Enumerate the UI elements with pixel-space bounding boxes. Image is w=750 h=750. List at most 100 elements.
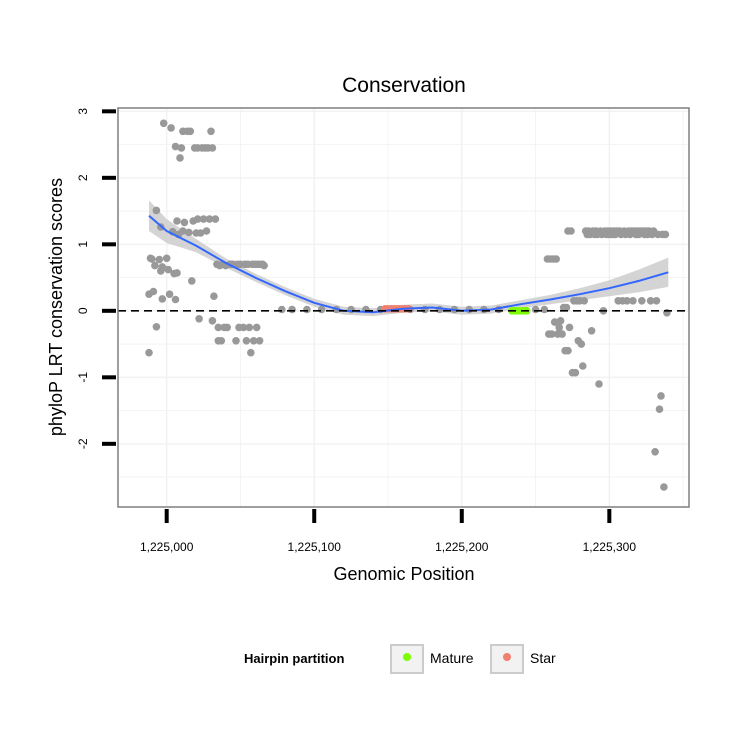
point-other xyxy=(655,405,664,414)
legend: Hairpin partition Mature Star xyxy=(244,644,556,674)
point-other xyxy=(652,297,661,305)
point-other xyxy=(211,215,220,223)
point-other xyxy=(177,144,186,152)
point-other xyxy=(638,297,646,305)
point-other xyxy=(210,292,218,301)
x-tick-label: 1,225,200 xyxy=(435,540,489,554)
point-other xyxy=(195,315,203,323)
point-other xyxy=(629,297,637,305)
smooth-line-layer xyxy=(148,214,669,314)
point-other xyxy=(171,142,180,151)
legend-title: Hairpin partition xyxy=(244,651,344,666)
point-other xyxy=(149,287,158,296)
point-other xyxy=(577,340,586,348)
point-other xyxy=(188,277,196,285)
point-other xyxy=(579,362,587,370)
point-other xyxy=(208,317,217,325)
x-tick-label: 1,225,100 xyxy=(288,540,342,554)
point-other xyxy=(548,330,556,338)
point-other xyxy=(255,337,264,345)
y-tick-label: 3 xyxy=(76,108,90,115)
x-axis-title: Genomic Position xyxy=(333,564,474,584)
x-tick-label: 1,225,300 xyxy=(583,540,637,554)
point-other xyxy=(171,295,180,304)
point-other xyxy=(550,318,559,326)
point-other xyxy=(657,392,665,400)
point-other xyxy=(179,227,187,235)
point-other xyxy=(202,227,211,235)
point-other xyxy=(167,124,175,132)
point-other xyxy=(565,323,574,332)
point-other xyxy=(207,127,215,136)
point-other xyxy=(247,348,255,357)
point-other xyxy=(567,227,575,235)
point-other xyxy=(155,255,164,264)
point-other xyxy=(193,215,202,223)
point-other xyxy=(173,217,181,225)
point-other xyxy=(245,323,254,332)
y-tick-label: 0 xyxy=(76,307,90,314)
point-other xyxy=(217,337,226,345)
x-axis: 1,225,000 1,225,100 1,225,200 1,225,300 xyxy=(140,509,636,554)
y-tick-label: 2 xyxy=(76,174,90,181)
point-other xyxy=(595,380,603,388)
y-axis: -2 -1 0 1 2 3 xyxy=(76,108,116,449)
point-other xyxy=(661,230,670,239)
y-tick-label: -2 xyxy=(76,438,90,449)
point-other xyxy=(249,337,258,345)
legend-mature-dot xyxy=(403,653,411,661)
point-other xyxy=(223,323,231,332)
point-other xyxy=(558,330,566,338)
point-other xyxy=(303,305,311,314)
point-other xyxy=(208,144,217,152)
point-other xyxy=(580,297,588,305)
point-other xyxy=(158,295,167,303)
point-other xyxy=(196,229,205,237)
point-other xyxy=(556,317,565,325)
point-other xyxy=(232,337,240,345)
y-tick-label: 1 xyxy=(76,241,90,248)
point-other xyxy=(165,290,174,299)
point-other xyxy=(152,206,161,215)
point-other xyxy=(252,323,261,332)
y-tick-label: -1 xyxy=(76,372,90,383)
point-other xyxy=(317,305,326,314)
point-other xyxy=(173,269,181,277)
point-other xyxy=(552,255,560,263)
point-other xyxy=(587,327,596,335)
y-axis-title: phyloP LRT conservation scores xyxy=(46,178,66,436)
point-other xyxy=(660,483,668,491)
point-other xyxy=(562,303,571,312)
point-other xyxy=(186,127,195,136)
point-other xyxy=(260,261,268,270)
point-other xyxy=(623,297,631,305)
point-other xyxy=(278,305,286,314)
legend-label-star: Star xyxy=(530,650,556,666)
point-other xyxy=(148,255,156,263)
point-other xyxy=(162,254,171,263)
point-other xyxy=(540,305,549,314)
point-other xyxy=(185,228,193,237)
legend-label-mature: Mature xyxy=(430,650,474,666)
legend-star-dot xyxy=(503,653,511,661)
point-other xyxy=(288,305,296,314)
point-other xyxy=(555,323,563,332)
point-other xyxy=(242,337,251,345)
point-other xyxy=(651,448,659,456)
smooth-line xyxy=(148,214,669,314)
point-other xyxy=(180,218,189,227)
point-other xyxy=(159,119,168,128)
point-other xyxy=(164,265,172,274)
chart-title: Conservation xyxy=(342,74,466,97)
point-other xyxy=(145,348,153,357)
point-other xyxy=(571,368,580,377)
point-other xyxy=(151,261,159,270)
point-other xyxy=(531,305,540,314)
panel-border xyxy=(117,107,690,508)
point-other xyxy=(199,215,208,223)
x-tick-label: 1,225,000 xyxy=(140,540,194,554)
point-other xyxy=(176,154,184,162)
point-other xyxy=(152,323,161,331)
point-other xyxy=(158,263,167,271)
